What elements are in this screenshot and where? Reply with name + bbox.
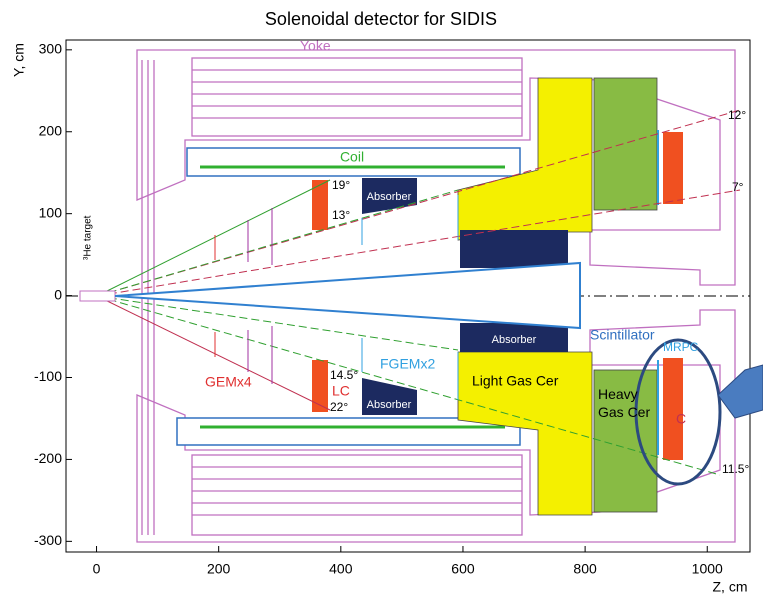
x-axis-label: Z, cm — [713, 579, 748, 595]
y-tick-label: 0 — [54, 286, 62, 302]
label: 7° — [732, 180, 744, 194]
label: FGEMx2 — [380, 356, 435, 372]
x-tick-label: 1000 — [692, 561, 723, 577]
x-tick-label: 600 — [451, 561, 475, 577]
y-axis-label: Y, cm — [11, 43, 27, 77]
label: Scintillator — [590, 327, 655, 343]
target — [80, 291, 115, 301]
label: Absorber — [367, 191, 412, 203]
label: LC — [332, 383, 350, 399]
label: Absorber — [367, 399, 412, 411]
detector-diagram: Solenoidal detector for SIDIS Y, cm Z, c… — [0, 0, 763, 597]
label: ³He target — [83, 215, 94, 260]
x-tick-label: 200 — [207, 561, 231, 577]
y-tick-label: 200 — [39, 122, 63, 138]
y-tick-label: -300 — [34, 532, 62, 548]
label: 14.5° — [330, 368, 358, 382]
label: 19° — [332, 178, 350, 192]
label: MRPC — [663, 340, 699, 354]
label: 11.5° — [722, 462, 749, 476]
x-tick-label: 800 — [573, 561, 597, 577]
label: 22° — [330, 400, 348, 414]
label: 12° — [728, 108, 746, 122]
callout-arrow — [718, 365, 763, 418]
x-tick-label: 400 — [329, 561, 353, 577]
label: Absorber — [492, 334, 537, 346]
y-tick-label: 100 — [39, 204, 63, 220]
label: GEMx4 — [205, 374, 252, 390]
y-tick-label: 300 — [39, 41, 63, 57]
heavy-gas-cerenkov — [594, 78, 657, 512]
label: 13° — [332, 208, 350, 222]
beam-cone — [115, 263, 580, 328]
label-box: Heavy Gas Cer — [598, 385, 653, 445]
label: Light Gas Cer — [472, 373, 559, 389]
title: Solenoidal detector for SIDIS — [265, 9, 497, 29]
x-tick-label: 0 — [93, 561, 101, 577]
y-tick-label: -200 — [34, 450, 62, 466]
label: Coil — [340, 149, 364, 165]
label: Heavy Gas Cer — [598, 385, 653, 421]
label: Yoke — [300, 38, 331, 54]
y-tick-label: -100 — [34, 368, 62, 384]
label: C — [676, 411, 686, 427]
